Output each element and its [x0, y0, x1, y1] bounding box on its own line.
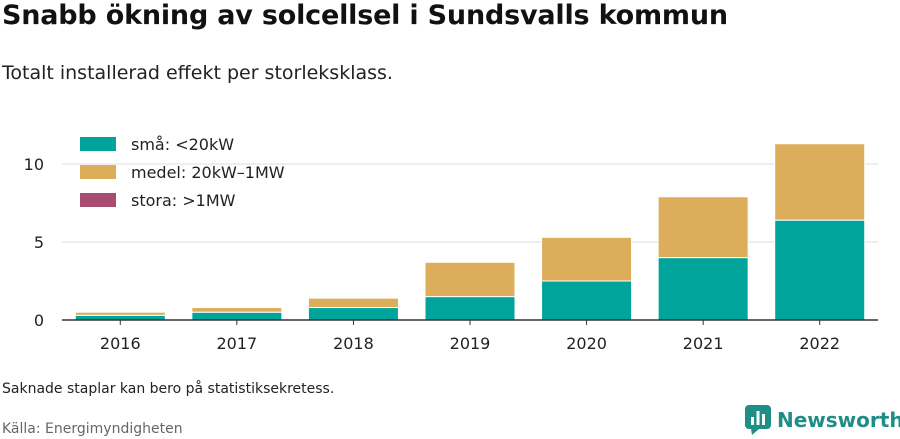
bar-2017-series-1 [191, 307, 283, 313]
chart-subtitle: Totalt installerad effekt per storlekskl… [2, 62, 393, 84]
chart-title: Snabb ökning av solcellsel i Sundsvalls … [2, 0, 728, 31]
legend-label-0: små: <20kW [131, 135, 234, 154]
y-tick-label: 5 [34, 233, 44, 252]
newsworthy-logo-icon [745, 405, 771, 435]
y-tick-label: 10 [24, 155, 44, 174]
bar-2020-series-0 [541, 280, 633, 321]
legend-label-2: stora: >1MW [131, 191, 236, 210]
x-tick-label-2020: 2020 [566, 334, 607, 353]
bar-2022-series-0 [774, 219, 866, 321]
brand-logo: Newsworthy [745, 405, 900, 435]
legend-swatch-1 [80, 165, 116, 179]
x-tick-label-2021: 2021 [683, 334, 724, 353]
bar-2016-series-1 [74, 311, 166, 316]
bar-2021-series-1 [657, 196, 749, 259]
legend-swatch-0 [80, 137, 116, 151]
bar-2017-series-0 [191, 311, 283, 321]
stacked-bar-chart: 0 5 10 2016 2017 2018 2019 2020 2021 2022 små: <2… [24, 135, 878, 353]
bar-2022-series-1 [774, 143, 866, 221]
x-tick-label-2019: 2019 [450, 334, 491, 353]
x-tick-label-2018: 2018 [333, 334, 374, 353]
legend-swatch-2 [80, 193, 116, 207]
bar-2018-series-0 [307, 307, 399, 321]
x-tick-label-2017: 2017 [216, 334, 257, 353]
bars [74, 143, 866, 321]
axes: 0 5 10 2016 2017 2018 2019 2020 2021 2022 [24, 155, 878, 353]
footnote: Saknade staplar kan bero på statistiksek… [2, 381, 335, 397]
source-text: Källa: Energimyndigheten [2, 421, 183, 437]
x-tick-label-2022: 2022 [799, 334, 840, 353]
bar-2020-series-1 [541, 236, 633, 282]
legend-label-1: medel: 20kW–1MW [131, 163, 285, 182]
bar-2021-series-0 [657, 257, 749, 321]
legend: små: <20kW medel: 20kW–1MW stora: >1MW [80, 135, 285, 210]
bar-2019-series-0 [424, 296, 516, 321]
x-tick-label-2016: 2016 [100, 334, 141, 353]
y-tick-label: 0 [34, 311, 44, 330]
brand-name: Newsworthy [777, 408, 900, 432]
bar-2018-series-1 [307, 297, 399, 309]
bar-2019-series-1 [424, 261, 516, 298]
